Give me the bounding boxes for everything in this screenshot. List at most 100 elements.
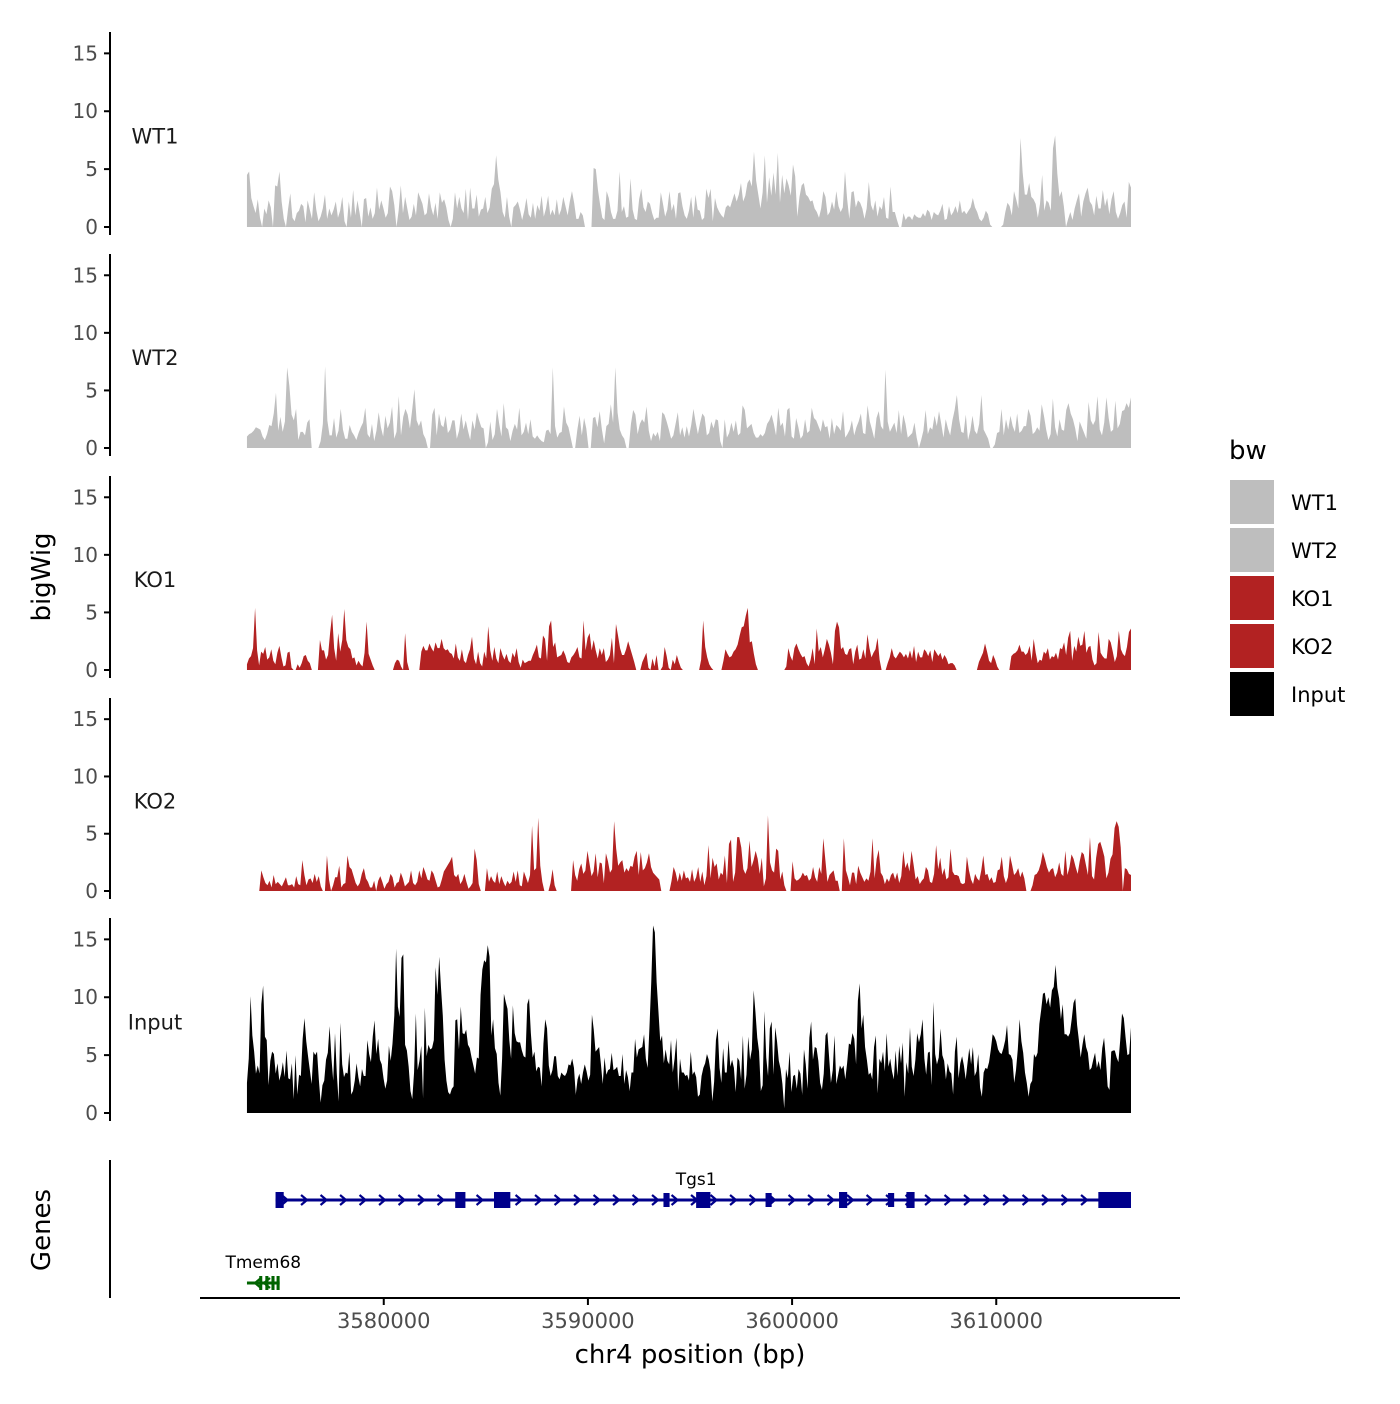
exon (765, 1193, 772, 1207)
strand-arrow (729, 1194, 738, 1206)
track-label: WT2 (132, 346, 179, 370)
y-tick-label: 0 (85, 879, 98, 903)
exon (1098, 1192, 1131, 1208)
legend-title: bw (1229, 436, 1267, 466)
y-tick-label: 15 (73, 263, 98, 287)
x-tick-label: 3580000 (337, 1309, 431, 1333)
strand-arrow (534, 1194, 543, 1206)
strand-arrow (865, 1194, 875, 1206)
exon (275, 1192, 284, 1208)
y-tick-label: 5 (85, 378, 98, 402)
genes-panel: Tgs1 Tmem68 (109, 1160, 1131, 1298)
y-tick-label: 5 (85, 822, 98, 846)
exon (259, 1276, 263, 1290)
strand-arrow (1041, 1194, 1050, 1206)
strand-arrow (1080, 1194, 1089, 1206)
exon (906, 1192, 915, 1208)
signal-area-wt2 (246, 366, 1131, 448)
signal-area-wt1 (246, 135, 1131, 227)
strand-arrow (651, 1194, 660, 1206)
strand-arrow (748, 1194, 758, 1206)
exon (265, 1276, 269, 1290)
exon (663, 1193, 670, 1207)
legend-item-ko1: KO1 (1230, 576, 1334, 620)
exon (839, 1192, 848, 1208)
track-input: 0 5 10 15 Input (73, 918, 1131, 1125)
x-tick-label: 3590000 (541, 1309, 635, 1333)
legend: bw WT1 WT2 KO1 KO2 Input (1229, 436, 1345, 716)
strand-arrow (553, 1194, 563, 1206)
legend-item-input: Input (1230, 672, 1345, 716)
strand-arrow (378, 1194, 387, 1206)
strand-arrow (612, 1194, 621, 1206)
legend-label: KO1 (1291, 587, 1334, 611)
legend-swatch (1230, 576, 1274, 620)
signal-area-ko2 (246, 815, 1131, 891)
legend-swatch (1230, 528, 1274, 572)
strand-arrow (1021, 1194, 1031, 1206)
legend-swatch (1230, 624, 1274, 668)
track-ko2: 0 5 10 15 KO2 (73, 698, 1131, 903)
strand-arrow (475, 1194, 485, 1206)
legend-item-wt1: WT1 (1230, 480, 1338, 524)
y-tick-label: 0 (85, 1101, 98, 1125)
exon (696, 1192, 711, 1208)
strand-arrow (436, 1194, 446, 1206)
legend-label: WT1 (1291, 491, 1338, 515)
y-tick-label: 0 (85, 658, 98, 682)
y-tick-label: 10 (73, 99, 98, 123)
y-tick-label: 15 (73, 41, 98, 65)
strand-arrow (592, 1194, 602, 1206)
strand-arrow (319, 1194, 329, 1206)
strand-arrow (253, 1277, 262, 1289)
strand-arrow (982, 1194, 992, 1206)
gene-tgs1: Tgs1 (275, 1170, 1131, 1208)
strand-arrow (631, 1194, 641, 1206)
strand-arrow (300, 1194, 309, 1206)
exon (276, 1276, 280, 1290)
y-tick-label: 15 (73, 707, 98, 731)
y-tick-label: 10 (73, 321, 98, 345)
x-tick-label: 3610000 (949, 1309, 1043, 1333)
exon (494, 1192, 511, 1208)
exon (888, 1193, 895, 1207)
strand-arrow (709, 1194, 719, 1206)
strand-arrow (943, 1194, 953, 1206)
legend-swatch (1230, 672, 1274, 716)
y-tick-label: 10 (73, 543, 98, 567)
y-tick-label: 5 (85, 157, 98, 181)
y-tick-label: 15 (73, 485, 98, 509)
gene-label: Tmem68 (224, 1253, 301, 1273)
y-tick-label: 10 (73, 764, 98, 788)
strand-arrow (787, 1194, 797, 1206)
track-label: Input (128, 1011, 182, 1035)
tracks-layer: 0 5 10 15 WT1 0 5 10 15 WT2 0 5 10 15 KO1 0 5 10 15 KO2 0 5 10… (73, 32, 1131, 1125)
strand-arrow (514, 1194, 524, 1206)
strand-arrow (1060, 1194, 1070, 1206)
track-label: KO2 (134, 790, 177, 814)
legend-item-wt2: WT2 (1230, 528, 1338, 572)
legend-item-ko2: KO2 (1230, 624, 1334, 668)
legend-swatch (1230, 480, 1274, 524)
strand-arrow (397, 1194, 407, 1206)
exon (271, 1276, 275, 1290)
y-tick-label: 0 (85, 436, 98, 460)
track-wt1: 0 5 10 15 WT1 (73, 32, 1131, 239)
strand-arrow (1002, 1194, 1011, 1206)
strand-arrow (846, 1194, 855, 1206)
strand-arrow (826, 1194, 836, 1206)
x-tick-label: 3600000 (745, 1309, 839, 1333)
strand-arrow (670, 1194, 680, 1206)
track-label: KO1 (134, 568, 177, 592)
strand-arrow (339, 1194, 348, 1206)
track-ko1: 0 5 10 15 KO1 (73, 476, 1131, 682)
y-tick-label: 5 (85, 600, 98, 624)
signal-area-input (246, 925, 1131, 1113)
strand-arrow (963, 1194, 972, 1206)
x-axis-label: chr4 position (bp) (575, 1340, 806, 1370)
signal-area-ko1 (246, 607, 1131, 670)
gene-tmem68: Tmem68 (224, 1253, 301, 1290)
legend-label: KO2 (1291, 635, 1334, 659)
